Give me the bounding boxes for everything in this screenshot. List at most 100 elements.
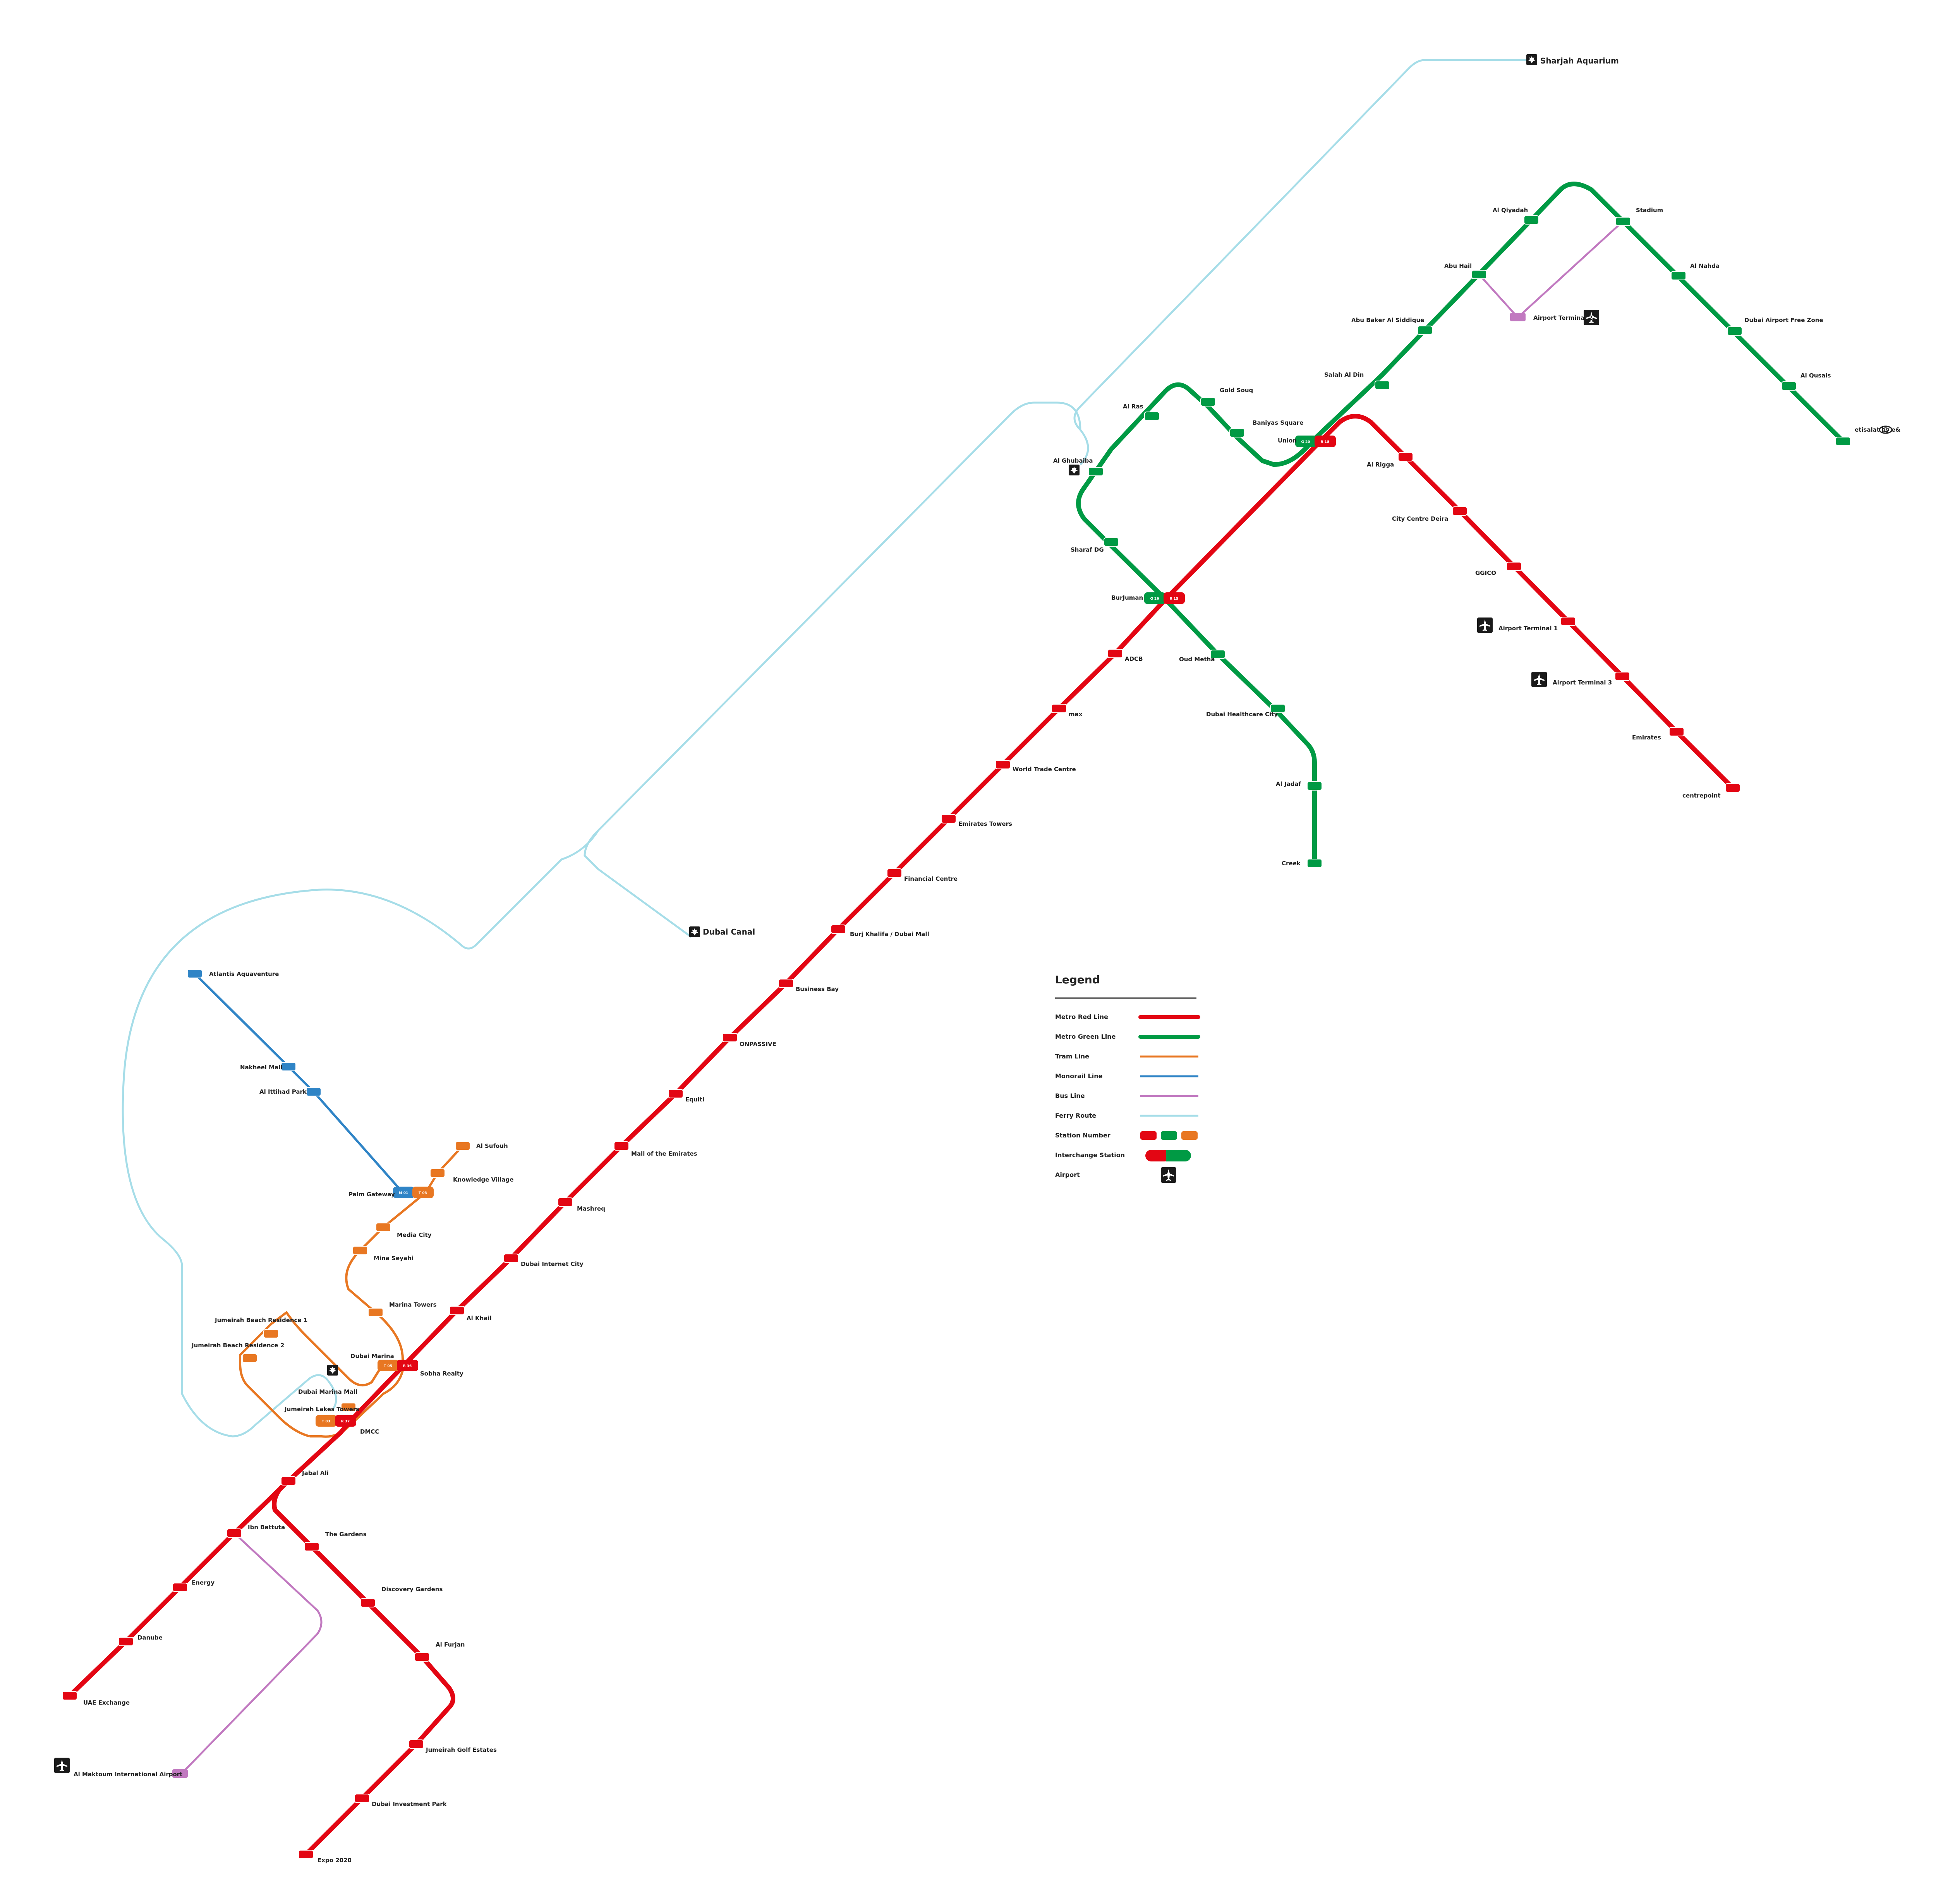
green-station-marker[interactable]: [1307, 859, 1322, 868]
red-station-marker[interactable]: [1669, 727, 1684, 736]
tram-station-marker[interactable]: [341, 1403, 356, 1412]
red-station-marker[interactable]: [298, 1850, 314, 1859]
interchange-dmcc[interactable]: T 03 R 37: [316, 1415, 356, 1427]
red-station-marker[interactable]: [354, 1794, 370, 1803]
red-station-marker[interactable]: [1725, 783, 1740, 792]
red-station-marker[interactable]: [118, 1637, 134, 1646]
svg-text:Business Bay: Business Bay: [796, 986, 839, 993]
svg-text:UAE Exchange: UAE Exchange: [83, 1699, 130, 1706]
svg-text:Atlantis Aquaventure: Atlantis Aquaventure: [209, 971, 279, 978]
tram-station-marker[interactable]: [263, 1329, 279, 1338]
tram-station-marker[interactable]: [352, 1246, 368, 1255]
interchange-union[interactable]: G 20 R 18: [1295, 436, 1336, 447]
ferry-terminal-icon: [1069, 465, 1080, 475]
svg-text:Al Maktoum International Airpo: Al Maktoum International Airport: [74, 1771, 182, 1778]
red-station-marker[interactable]: [887, 868, 902, 878]
red-station-marker[interactable]: [1398, 452, 1413, 461]
svg-text:Financial Centre: Financial Centre: [904, 875, 958, 882]
green-station-marker[interactable]: [1615, 217, 1631, 226]
red-station-marker[interactable]: [281, 1476, 296, 1485]
svg-text:Jabal Ali: Jabal Ali: [302, 1470, 329, 1477]
red-station-marker[interactable]: [304, 1542, 319, 1551]
svg-text:max: max: [1069, 711, 1083, 718]
svg-text:ONPASSIVE: ONPASSIVE: [740, 1041, 776, 1048]
svg-text:R 37: R 37: [341, 1420, 350, 1424]
red-station-marker[interactable]: [995, 760, 1011, 769]
red-station-marker[interactable]: [1051, 704, 1067, 713]
green-station-marker[interactable]: [1307, 781, 1322, 791]
monorail-labels: Atlantis Aquaventure Nakheel Mall Al Itt…: [209, 971, 307, 1095]
red-station-marker[interactable]: [1452, 506, 1467, 516]
svg-text:Al Khail: Al Khail: [467, 1315, 492, 1322]
tram-station-marker[interactable]: [368, 1308, 383, 1317]
green-station-marker[interactable]: [1104, 537, 1119, 547]
interchange-burjuman[interactable]: G 26 R 15: [1144, 592, 1185, 604]
monorail-station-marker[interactable]: [281, 1062, 296, 1071]
svg-text:Dubai Marina Mall: Dubai Marina Mall: [298, 1388, 357, 1395]
svg-text:Equiti: Equiti: [685, 1096, 704, 1103]
tram-station-marker[interactable]: [430, 1168, 445, 1178]
red-station-marker[interactable]: [414, 1652, 430, 1662]
monorail-station-marker[interactable]: [306, 1087, 321, 1096]
green-station-marker[interactable]: [1471, 270, 1487, 279]
station-markers: [62, 215, 1851, 1859]
green-station-marker[interactable]: [1727, 326, 1742, 336]
tram-station-marker[interactable]: [455, 1141, 470, 1151]
svg-text:Ibn Battuta: Ibn Battuta: [248, 1524, 285, 1531]
green-station-marker[interactable]: [1781, 381, 1797, 391]
svg-text:T 03: T 03: [419, 1191, 427, 1195]
svg-text:ADCB: ADCB: [1125, 655, 1143, 662]
svg-text:M 01: M 01: [399, 1191, 408, 1195]
green-station-marker[interactable]: [1417, 326, 1433, 335]
red-station-marker[interactable]: [778, 979, 794, 988]
green-station-marker[interactable]: [1229, 428, 1245, 437]
red-station-marker[interactable]: [503, 1254, 519, 1263]
red-station-marker[interactable]: [558, 1197, 573, 1207]
tram-station-marker[interactable]: [376, 1223, 391, 1232]
svg-text:Marina Towers: Marina Towers: [389, 1301, 437, 1308]
red-station-marker[interactable]: [62, 1691, 77, 1700]
red-station-marker[interactable]: [360, 1598, 376, 1607]
interchange-palm-gateway[interactable]: M 01 T 03: [393, 1187, 434, 1198]
green-station-marker[interactable]: [1835, 437, 1851, 446]
bus-stop-al-maktoum[interactable]: [172, 1769, 188, 1778]
ferry-terminal-icon: [327, 1365, 338, 1376]
red-station-marker[interactable]: [227, 1528, 242, 1538]
green-station-marker[interactable]: [1375, 381, 1390, 390]
green-station-marker[interactable]: [1144, 412, 1160, 421]
monorail-station-marker[interactable]: [187, 969, 203, 978]
green-station-marker[interactable]: [1270, 704, 1286, 713]
red-station-marker[interactable]: [831, 925, 846, 934]
red-station-marker[interactable]: [941, 814, 956, 823]
red-station-marker[interactable]: [408, 1739, 424, 1749]
red-station-marker[interactable]: [172, 1583, 188, 1592]
red-station-marker[interactable]: [668, 1089, 683, 1098]
interchange-sobha-realty[interactable]: T 05 R 36: [378, 1360, 418, 1371]
svg-text:Mall of the Emirates: Mall of the Emirates: [631, 1150, 697, 1157]
green-station-marker[interactable]: [1088, 467, 1104, 476]
green-station-marker[interactable]: [1200, 397, 1216, 407]
red-station-marker[interactable]: [1506, 562, 1522, 571]
red-station-marker[interactable]: [722, 1033, 738, 1042]
svg-text:G 26: G 26: [1150, 597, 1159, 601]
bus-stop-terminal2[interactable]: [1510, 313, 1526, 321]
svg-text:Metro Green Line: Metro Green Line: [1055, 1033, 1116, 1040]
red-station-marker[interactable]: [449, 1306, 465, 1315]
red-station-marker[interactable]: [1560, 617, 1576, 626]
svg-text:Abu Hail: Abu Hail: [1444, 262, 1472, 269]
green-station-marker[interactable]: [1671, 271, 1686, 280]
tram-station-marker[interactable]: [242, 1353, 257, 1363]
red-station-marker[interactable]: [614, 1141, 629, 1151]
svg-text:Al Ras: Al Ras: [1123, 403, 1143, 410]
airplane-icon: [1161, 1167, 1176, 1183]
airplane-icon: [1477, 618, 1493, 633]
green-station-marker[interactable]: [1524, 215, 1539, 225]
green-station-marker[interactable]: [1210, 650, 1225, 659]
svg-text:Dubai Airport Free Zone: Dubai Airport Free Zone: [1744, 317, 1823, 324]
svg-text:etisalat by e&: etisalat by e&: [1855, 426, 1900, 433]
red-station-marker[interactable]: [1615, 672, 1630, 681]
etisalat-logo: [1879, 425, 1893, 434]
svg-text:Tram Line: Tram Line: [1055, 1053, 1089, 1060]
svg-text:Station Number: Station Number: [1055, 1132, 1110, 1139]
red-station-marker[interactable]: [1107, 649, 1123, 658]
